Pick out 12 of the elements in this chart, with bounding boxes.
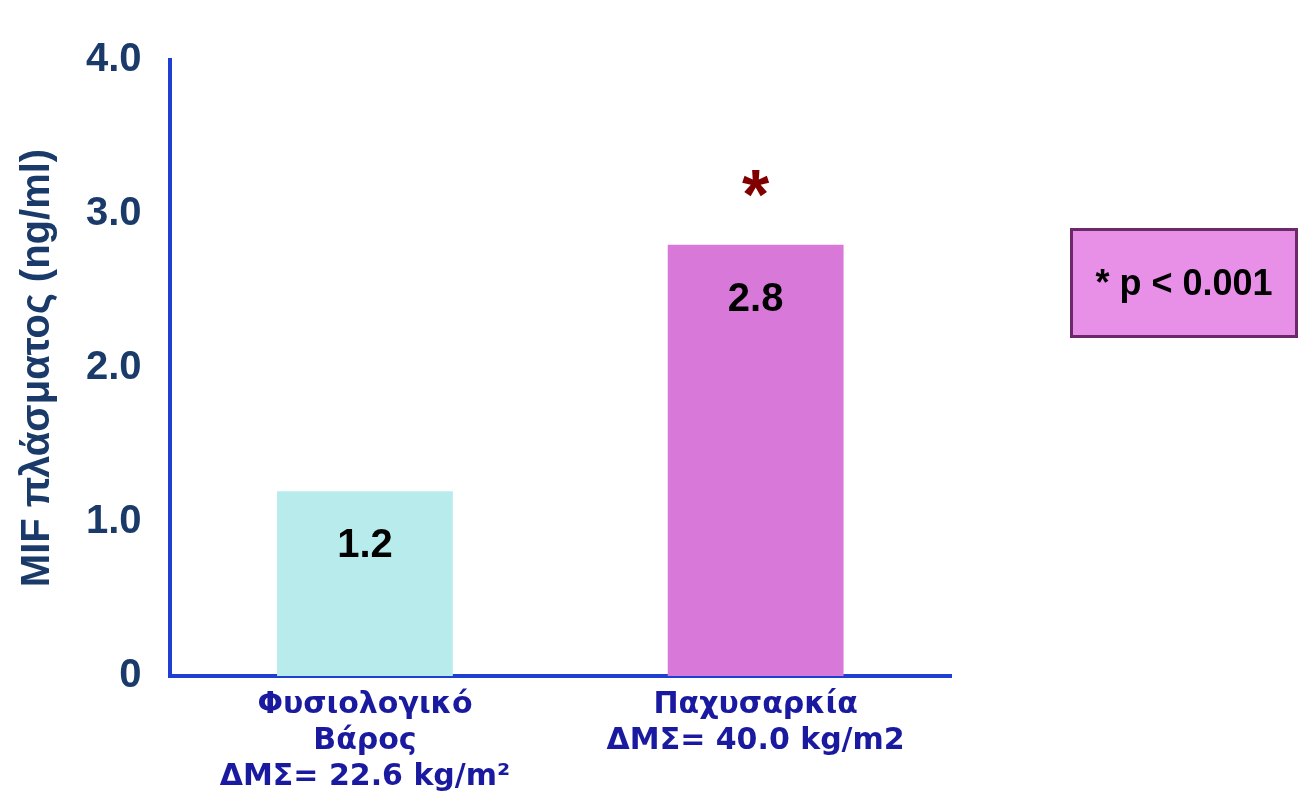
data-label: 2.8	[727, 274, 784, 319]
data-label: 1.2	[337, 521, 393, 566]
y-tick-label: 0	[119, 651, 142, 696]
y-tick-label: 4.0	[86, 35, 142, 80]
annotation: *	[742, 156, 771, 235]
y-axis-title: MIF πλάσματος (ng/ml)	[13, 148, 59, 588]
y-tick-label: 1.0	[86, 497, 142, 542]
y-tick-label: 2.0	[86, 343, 142, 388]
y-tick-label: 3.0	[86, 189, 142, 234]
x-tick-label: Παχυσαρκία ΔΜΣ= 40.0 kg/m2	[606, 684, 905, 756]
text: * p < 0.001	[1070, 228, 1298, 338]
x-tick-label: Φυσιολογικό Βάρος ΔΜΣ= 22.6 kg/m²	[219, 684, 511, 792]
